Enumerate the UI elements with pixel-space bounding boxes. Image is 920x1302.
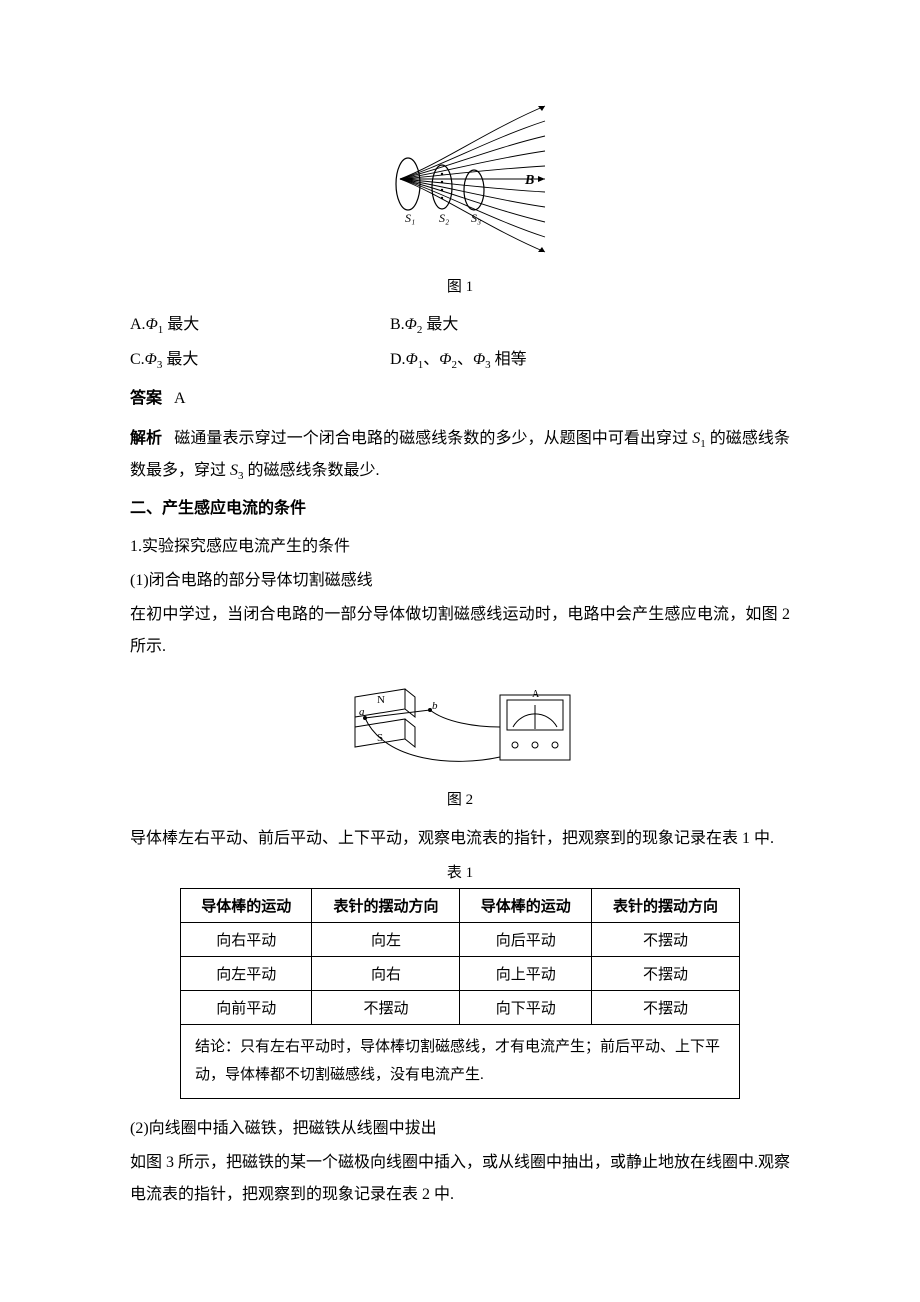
item-2-title: (2)向线圈中插入磁铁，把磁铁从线圈中拔出 xyxy=(130,1113,790,1145)
table-cell: 不摆动 xyxy=(591,922,739,956)
item-1-title: (1)闭合电路的部分导体切割磁感线 xyxy=(130,565,790,597)
fig2-label-meter: A xyxy=(532,689,540,700)
option-d-sep2: 、 xyxy=(457,351,473,368)
table-1-conclusion-row: 结论：只有左右平动时，导体棒切割磁感线，才有电流产生；前后平动、上下平动，导体棒… xyxy=(181,1024,740,1098)
fig2-label-n: N xyxy=(377,694,385,706)
option-d-var3: Φ xyxy=(473,351,485,368)
answer-label: 答案 xyxy=(130,390,162,407)
option-row-cd: C.Φ3 最大 D.Φ1、Φ2、Φ3 相等 xyxy=(130,345,790,376)
table-1-header-row: 导体棒的运动 表针的摆动方向 导体棒的运动 表针的摆动方向 xyxy=(181,888,740,922)
fig2-label-b: b xyxy=(432,700,438,712)
option-row-ab: A.Φ1 最大 B.Φ2 最大 xyxy=(130,310,790,341)
analysis-label: 解析 xyxy=(130,430,162,447)
table-cell: 向左 xyxy=(312,922,460,956)
option-c-var: Φ xyxy=(145,351,157,368)
option-d: D.Φ1、Φ2、Φ3 相等 xyxy=(390,345,790,376)
option-d-prefix: D. xyxy=(390,351,406,368)
table-row: 向左平动 向右 向上平动 不摆动 xyxy=(181,956,740,990)
table-cell: 向右 xyxy=(312,956,460,990)
option-b: B.Φ2 最大 xyxy=(390,310,790,341)
table-1: 导体棒的运动 表针的摆动方向 导体棒的运动 表针的摆动方向 向右平动 向左 向后… xyxy=(180,888,740,1099)
table-cell: 向右平动 xyxy=(181,922,312,956)
table-cell: 向上平动 xyxy=(460,956,591,990)
fig2-label-a: a xyxy=(359,706,365,718)
table1-intro: 导体棒左右平动、前后平动、上下平动，观察电流表的指针，把观察到的现象记录在表 1… xyxy=(130,823,790,855)
analysis-text1: 磁通量表示穿过一个闭合电路的磁感线条数的多少，从题图中可看出穿过 xyxy=(174,430,692,447)
table-row: 向右平动 向左 向后平动 不摆动 xyxy=(181,922,740,956)
table-cell: 向前平动 xyxy=(181,990,312,1024)
analysis-s3-var: S xyxy=(230,462,238,479)
analysis-text3: 的磁感线条数最少. xyxy=(244,462,380,479)
option-a-prefix: A. xyxy=(130,316,146,333)
table-1-h3: 表针的摆动方向 xyxy=(591,888,739,922)
option-c-suffix: 最大 xyxy=(162,351,198,368)
option-d-var2: Φ xyxy=(439,351,451,368)
option-c: C.Φ3 最大 xyxy=(130,345,390,376)
figure-2: N S a b A xyxy=(130,667,790,782)
fig1-label-b: B xyxy=(524,173,534,188)
table-cell: 向左平动 xyxy=(181,956,312,990)
table-cell: 向下平动 xyxy=(460,990,591,1024)
analysis-block: 解析 磁通量表示穿过一个闭合电路的磁感线条数的多少，从题图中可看出穿过 S1 的… xyxy=(130,423,790,487)
option-b-suffix: 最大 xyxy=(422,316,458,333)
option-d-suffix: 相等 xyxy=(491,351,527,368)
section-2-sub1: 1.实验探究感应电流产生的条件 xyxy=(130,531,790,563)
table-1-h0: 导体棒的运动 xyxy=(181,888,312,922)
table-1-h1: 表针的摆动方向 xyxy=(312,888,460,922)
section-2-heading: 二、产生感应电流的条件 xyxy=(130,493,790,525)
answer-value: A xyxy=(174,390,186,407)
analysis-s1-var: S xyxy=(692,430,700,447)
option-c-prefix: C. xyxy=(130,351,145,368)
option-d-var1: Φ xyxy=(406,351,418,368)
figure-1: S₁ S₂ S₃ B xyxy=(130,94,790,269)
fig2-label-s: S xyxy=(377,732,383,744)
table-cell: 不摆动 xyxy=(591,990,739,1024)
table1-title: 表 1 xyxy=(130,861,790,882)
answer-line: 答案 A xyxy=(130,384,790,414)
option-d-sep1: 、 xyxy=(423,351,439,368)
figure-2-caption: 图 2 xyxy=(130,788,790,809)
figure-1-caption: 图 1 xyxy=(130,275,790,296)
table-1-h2: 导体棒的运动 xyxy=(460,888,591,922)
table-cell: 不摆动 xyxy=(591,956,739,990)
fig1-label-s1: S₁ xyxy=(405,211,415,225)
item-2-body: 如图 3 所示，把磁铁的某一个磁极向线圈中插入，或从线圈中抽出，或静止地放在线圈… xyxy=(130,1147,790,1211)
option-a-var: Φ xyxy=(146,316,158,333)
table-cell: 向后平动 xyxy=(460,922,591,956)
item-1-body: 在初中学过，当闭合电路的一部分导体做切割磁感线运动时，电路中会产生感应电流，如图… xyxy=(130,599,790,663)
table-cell: 不摆动 xyxy=(312,990,460,1024)
figure-1-svg: S₁ S₂ S₃ B xyxy=(350,94,570,264)
table-1-conclusion: 结论：只有左右平动时，导体棒切割磁感线，才有电流产生；前后平动、上下平动，导体棒… xyxy=(181,1024,740,1098)
fig1-label-s3: S₃ xyxy=(471,211,481,225)
option-b-prefix: B. xyxy=(390,316,405,333)
option-a-suffix: 最大 xyxy=(163,316,199,333)
table-row: 向前平动 不摆动 向下平动 不摆动 xyxy=(181,990,740,1024)
option-b-var: Φ xyxy=(405,316,417,333)
option-a: A.Φ1 最大 xyxy=(130,310,390,341)
figure-2-svg: N S a b A xyxy=(335,667,585,777)
fig1-label-s2: S₂ xyxy=(439,211,449,225)
